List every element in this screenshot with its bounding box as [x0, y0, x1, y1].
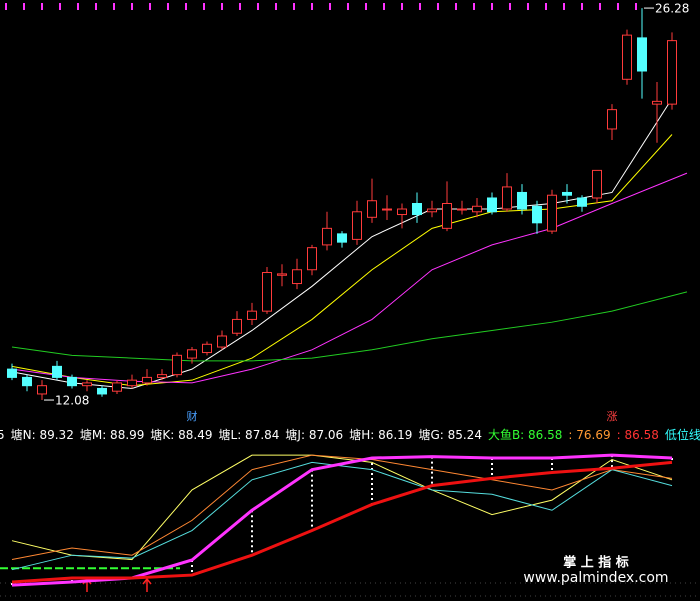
indicator-line	[11, 454, 673, 561]
candle-body	[652, 100, 662, 105]
readout: 塘L: 87.84	[219, 427, 280, 442]
candle-body	[262, 272, 272, 312]
candle-body	[232, 318, 242, 334]
candle-body	[187, 349, 197, 359]
indicator-line	[11, 460, 673, 584]
candle-body	[7, 368, 17, 378]
watermark-url: www.palmindex.com	[523, 570, 668, 586]
candle-body	[442, 203, 452, 229]
candle-body	[142, 376, 152, 384]
candle-body	[307, 247, 317, 271]
indicator-line	[11, 454, 673, 561]
readout: 塘K: 88.49	[150, 427, 212, 442]
candle-body	[112, 382, 122, 392]
top-markers	[5, 3, 637, 10]
readout: 塘H: 86.19	[349, 427, 412, 442]
candle-body	[382, 208, 392, 211]
candle-body	[202, 343, 212, 354]
candle-body	[337, 233, 347, 243]
candle-body	[127, 379, 137, 387]
event-marker: 财	[187, 409, 198, 423]
candle-body	[97, 387, 107, 395]
readout: : 86.58	[617, 428, 659, 442]
candle-body	[397, 208, 407, 216]
watermark-title: 掌 上 指 标	[563, 555, 629, 571]
candle-body	[412, 203, 422, 216]
readout: 塘J: 87.06	[285, 427, 343, 442]
candle-body	[637, 37, 647, 72]
readout: : 76.69	[568, 428, 610, 442]
candle-body	[592, 169, 602, 199]
candle-body	[352, 211, 362, 240]
price-annotation: 26.28	[655, 2, 689, 16]
readout: 低位线: 15.00	[665, 427, 700, 442]
readout: 大鱼B: 86.58	[488, 428, 562, 442]
candle-body	[217, 335, 227, 348]
candle-body	[52, 365, 62, 378]
candle-body	[427, 208, 437, 213]
candle-body	[22, 376, 32, 387]
readout-row: 5 塘N: 89.32 塘M: 88.99 塘K: 88.49 塘L: 87.84 塘J:…	[0, 427, 700, 442]
price-annotation: 12.08	[55, 394, 89, 408]
candle-body	[157, 374, 167, 378]
candle-body	[502, 186, 512, 210]
ma-line	[11, 291, 688, 362]
candle-body	[532, 205, 542, 224]
candle-body	[607, 109, 617, 130]
candle-body	[277, 273, 287, 276]
candle-body	[472, 205, 482, 213]
indicator-line	[11, 461, 673, 571]
candle-body	[67, 376, 77, 387]
candle-body	[517, 191, 527, 210]
ma-line	[11, 172, 688, 384]
readout: 塘G: 85.24	[418, 427, 482, 442]
event-marker: 涨	[607, 410, 618, 423]
candle-body	[247, 310, 257, 320]
candle-body	[172, 354, 182, 376]
candle-body	[562, 191, 572, 196]
readout: 塘M: 88.99	[80, 427, 145, 442]
readout: 5	[0, 428, 5, 442]
candle-body	[82, 382, 92, 387]
candle-body	[622, 34, 632, 80]
candle-body	[37, 385, 47, 395]
candle-body	[367, 200, 377, 218]
candle-body	[322, 227, 332, 246]
candle-body	[292, 269, 302, 285]
candle-body	[577, 197, 587, 207]
candle-body	[487, 197, 497, 213]
candle-body	[667, 40, 677, 105]
arrow	[142, 577, 152, 592]
candle-body	[547, 194, 557, 232]
candle-body	[457, 208, 467, 211]
readout: 塘N: 89.32	[11, 427, 74, 442]
